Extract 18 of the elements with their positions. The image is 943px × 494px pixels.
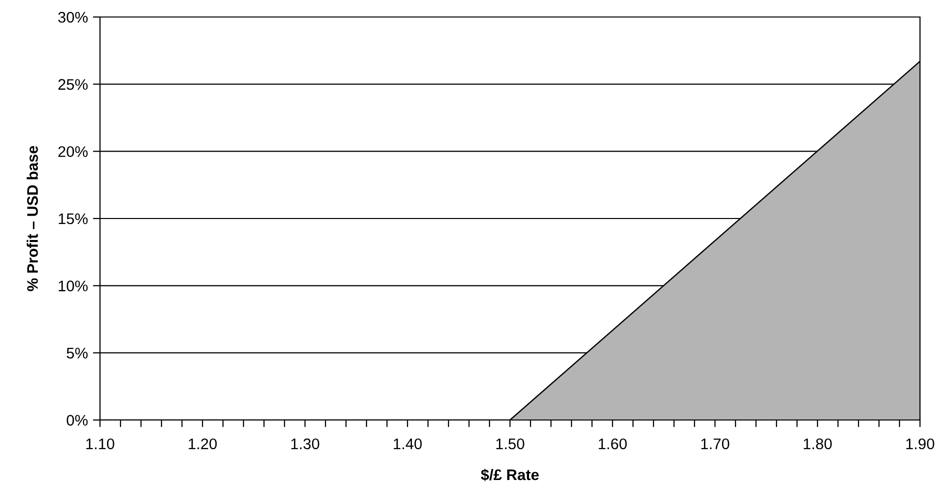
- y-tick-label: 20%: [58, 146, 88, 158]
- x-tick-label: 1.50: [496, 438, 524, 450]
- x-tick-label: 1.40: [394, 438, 422, 450]
- y-tick-label: 10%: [58, 280, 88, 292]
- x-axis-title: $/£ Rate: [480, 468, 539, 482]
- x-tick-label: 1.10: [86, 438, 114, 450]
- x-tick-label: 1.20: [188, 438, 217, 450]
- y-tick-label: 25%: [58, 79, 88, 90]
- y-tick-label: 30%: [58, 12, 88, 23]
- x-tick-label: 1.30: [291, 438, 320, 450]
- x-tick-label: 1.60: [598, 438, 627, 450]
- x-tick-label: 1.70: [701, 438, 730, 450]
- y-tick-label: 0%: [66, 414, 88, 426]
- x-tick-label: 1.90: [906, 438, 934, 450]
- y-tick-label: 15%: [58, 213, 88, 224]
- y-tick-label: 5%: [66, 348, 88, 359]
- x-tick-label: 1.80: [804, 438, 832, 450]
- y-axis-title: % Profit – USD base: [26, 146, 38, 292]
